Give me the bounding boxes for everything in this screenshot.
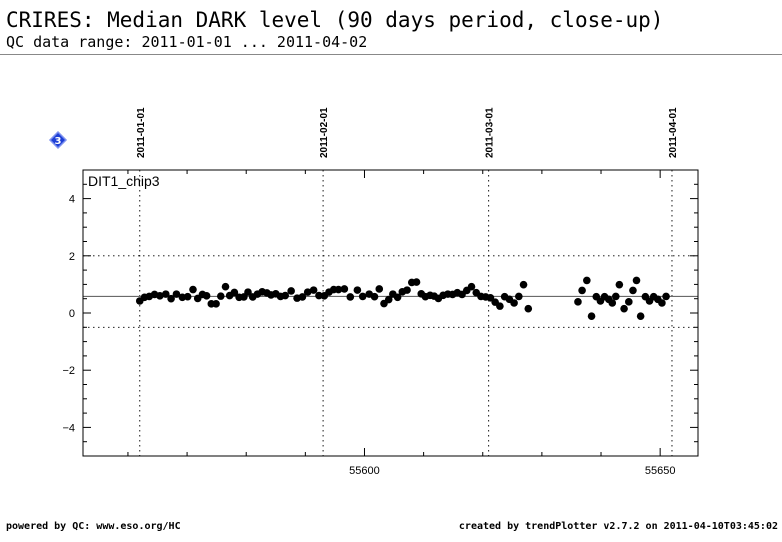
- data-point: [216, 292, 225, 300]
- data-point: [370, 292, 379, 301]
- data-point: [574, 298, 582, 306]
- data-point: [183, 292, 192, 301]
- chart-area: 3 2011-01-01 2011-02-01 2011-03-01 2011-04-…: [48, 107, 699, 477]
- data-point: [230, 288, 239, 297]
- data-point: [202, 292, 211, 300]
- data-point: [510, 299, 518, 307]
- data-point: [340, 285, 349, 293]
- y-tick-label: 2: [69, 251, 75, 263]
- data-point: [212, 300, 220, 308]
- x-tick-label: 55650: [645, 465, 676, 477]
- data-point: [629, 286, 637, 295]
- badge-marker[interactable]: 3: [48, 130, 68, 150]
- date-marker-label: 2011-01-01: [136, 107, 147, 158]
- data-point: [346, 293, 355, 301]
- data-point: [583, 276, 591, 285]
- data-point: [636, 312, 645, 320]
- diamond-icon: [48, 130, 68, 150]
- page-title: CRIRES: Median DARK level (90 days perio…: [6, 8, 664, 32]
- data-point: [384, 295, 393, 304]
- data-point: [620, 304, 628, 313]
- data-point: [587, 312, 596, 320]
- data-point: [309, 286, 318, 294]
- data-point: [403, 286, 411, 294]
- axis-ticks: −4 −2 0 2 4 55600 55650: [62, 169, 698, 477]
- panel-label: DIT1_chip3: [88, 173, 160, 189]
- footer-powered-by: powered by QC: www.eso.org/HC: [6, 521, 181, 532]
- data-point: [281, 291, 290, 300]
- data-point: [303, 288, 312, 296]
- data-point: [358, 292, 367, 301]
- y-tick-label: 0: [69, 308, 75, 320]
- data-point: [156, 292, 164, 300]
- footer-created-by: created by trendPlotter v2.7.2 on 2011-0…: [458, 521, 778, 532]
- data-point: [161, 290, 170, 298]
- date-marker-label: 2011-02-01: [319, 107, 330, 158]
- data-point: [167, 294, 175, 303]
- data-point: [632, 276, 641, 285]
- data-points: [135, 276, 670, 320]
- y-tick-label: 4: [69, 194, 75, 206]
- header-divider: [0, 54, 782, 55]
- data-point: [658, 299, 666, 307]
- date-markers: 2011-01-01 2011-02-01 2011-03-01 2011-04-01: [136, 107, 679, 456]
- data-point: [172, 290, 181, 298]
- plot-frame: [82, 169, 699, 457]
- data-point: [615, 280, 624, 289]
- data-point: [287, 287, 295, 295]
- x-tick-label: 55600: [349, 465, 380, 477]
- y-tick-label: −4: [62, 422, 75, 434]
- data-point: [515, 292, 523, 301]
- data-point: [375, 285, 384, 293]
- data-point: [353, 286, 362, 294]
- data-point: [298, 293, 307, 301]
- data-point: [625, 298, 633, 306]
- page-subtitle: QC data range: 2011-01-01 ... 2011-04-02: [6, 33, 368, 51]
- data-point: [612, 292, 620, 301]
- data-point: [412, 278, 421, 286]
- data-point: [189, 285, 197, 294]
- data-point: [608, 299, 617, 307]
- data-point: [662, 292, 670, 301]
- data-point: [467, 282, 476, 291]
- data-point: [221, 282, 230, 291]
- y-tick-label: −2: [62, 365, 75, 377]
- data-point: [244, 288, 252, 296]
- data-point: [524, 304, 533, 313]
- data-point: [334, 285, 343, 294]
- data-point: [519, 280, 528, 289]
- data-point: [496, 302, 504, 310]
- data-point: [578, 286, 586, 295]
- badge-label: 3: [55, 136, 62, 147]
- date-marker-label: 2011-04-01: [668, 107, 679, 158]
- date-marker-label: 2011-03-01: [485, 107, 496, 158]
- data-point: [393, 293, 402, 302]
